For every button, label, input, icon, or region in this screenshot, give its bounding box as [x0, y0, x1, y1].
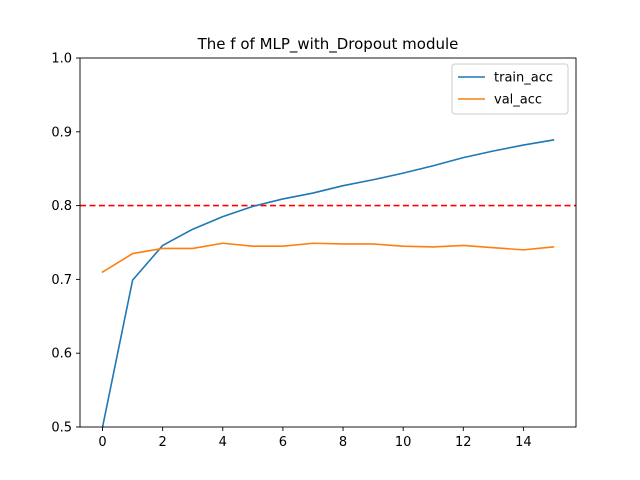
legend-label-train_acc: train_acc	[494, 71, 553, 86]
legend-label-val_acc: val_acc	[494, 93, 542, 108]
y-tick-label: 0.5	[51, 421, 72, 436]
plot-frame	[79, 57, 577, 428]
x-tick-label: 4	[219, 435, 227, 450]
y-tick-label: 0.6	[51, 347, 72, 362]
y-tick-label: 0.8	[51, 199, 72, 214]
chart-title: The f of MLP_with_Dropout module	[197, 35, 459, 54]
y-tick-label: 1.0	[51, 52, 72, 67]
x-tick-label: 6	[279, 435, 287, 450]
y-tick-label: 0.7	[51, 273, 72, 288]
x-tick-label: 12	[455, 435, 472, 450]
legend: train_acc val_acc	[451, 63, 569, 115]
y-tick-label: 0.9	[51, 125, 72, 140]
series-line-val_acc	[101, 242, 555, 274]
x-tick-label: 14	[515, 435, 532, 450]
x-tick-label: 2	[159, 435, 167, 450]
x-tick-label: 0	[98, 435, 106, 450]
x-tick-label: 8	[339, 435, 347, 450]
series-line-train_acc	[101, 138, 555, 428]
x-tick-label: 10	[395, 435, 412, 450]
plot-area	[80, 138, 576, 428]
axes: 0 2 4 6 8 10 12 14 0.5 0.6 0.7 0.8 0.9 1.0	[51, 52, 577, 450]
